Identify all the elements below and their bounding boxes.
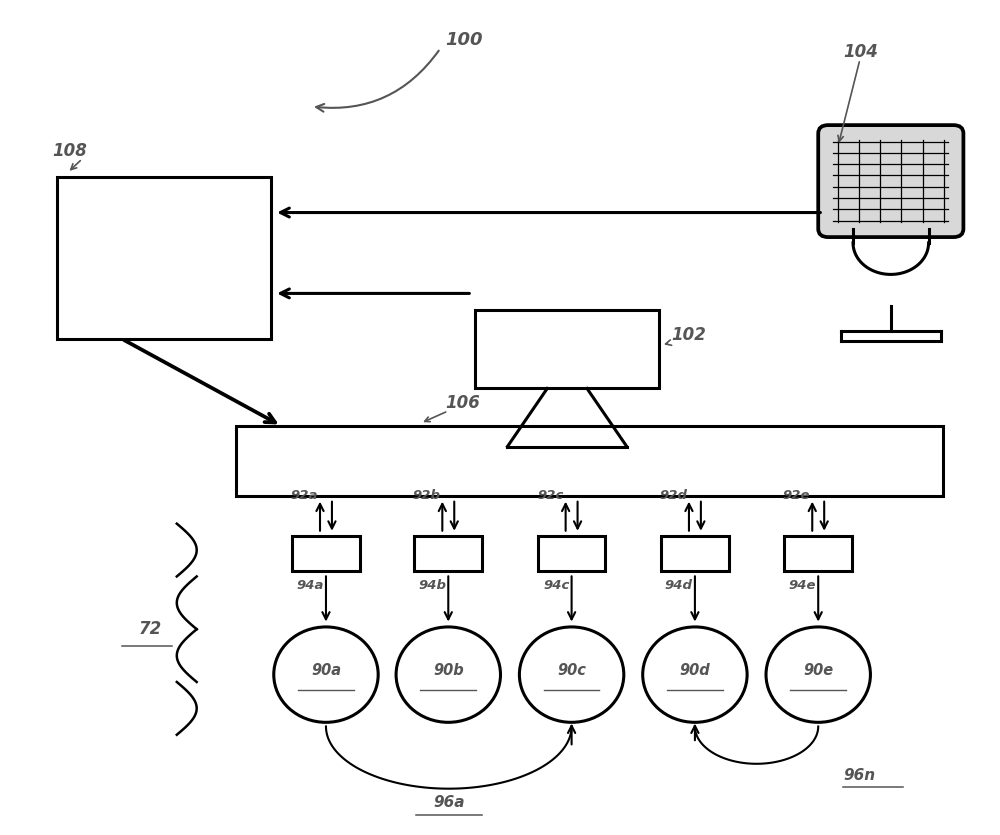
Bar — [292, 536, 360, 571]
Text: 102: 102 — [671, 326, 706, 343]
Ellipse shape — [396, 627, 500, 722]
Text: 94a: 94a — [296, 579, 324, 592]
Text: 96a: 96a — [433, 795, 465, 810]
Text: 72: 72 — [139, 620, 162, 638]
Ellipse shape — [519, 627, 624, 722]
Ellipse shape — [766, 627, 870, 722]
Bar — [475, 310, 659, 388]
Text: 90e: 90e — [803, 663, 833, 678]
Text: 92d: 92d — [659, 489, 687, 502]
Text: 92c: 92c — [537, 489, 564, 502]
Text: 92a: 92a — [291, 489, 318, 502]
Text: 94c: 94c — [543, 579, 570, 592]
Ellipse shape — [274, 627, 378, 722]
FancyArrowPatch shape — [316, 51, 439, 112]
Bar — [414, 536, 482, 571]
Bar — [57, 177, 271, 339]
Ellipse shape — [643, 627, 747, 722]
Text: 92e: 92e — [783, 489, 810, 502]
Text: 104: 104 — [843, 43, 878, 61]
Text: 108: 108 — [53, 142, 87, 160]
Text: 90b: 90b — [433, 663, 464, 678]
Text: 94e: 94e — [789, 579, 816, 592]
Bar — [538, 536, 605, 571]
Text: 90c: 90c — [557, 663, 586, 678]
Text: 90a: 90a — [311, 663, 341, 678]
Bar — [661, 536, 729, 571]
Text: 90d: 90d — [680, 663, 710, 678]
Bar — [784, 536, 852, 571]
FancyBboxPatch shape — [818, 125, 963, 237]
Text: 94d: 94d — [665, 579, 693, 592]
Text: 94b: 94b — [418, 579, 446, 592]
Text: 96n: 96n — [843, 768, 875, 783]
Text: 106: 106 — [445, 393, 480, 412]
Text: 100: 100 — [445, 31, 483, 49]
Text: 92b: 92b — [412, 489, 440, 502]
Bar — [236, 426, 943, 496]
